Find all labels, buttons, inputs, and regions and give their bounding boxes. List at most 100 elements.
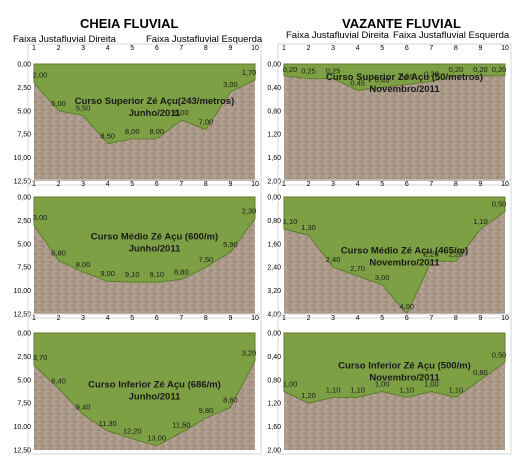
- c3-data-label: 9,10: [149, 270, 164, 279]
- c2-data-label: 0,20: [449, 65, 464, 74]
- c4-xtick: 10: [501, 181, 509, 188]
- c1-data-label: 5,50: [76, 103, 91, 112]
- c5-ytick: 12,50: [13, 448, 31, 455]
- c2-ytick: 0,80: [267, 108, 281, 115]
- c3-data-label: 2,30: [242, 207, 257, 216]
- c3-xtick: 6: [155, 181, 159, 188]
- c4-data-label: 0,50: [492, 200, 507, 209]
- c3-xtick: 3: [81, 181, 85, 188]
- c4-xtick: 2: [307, 181, 311, 188]
- c5-data-label: 13,00: [147, 434, 166, 443]
- c4-data-label: 4,00: [399, 302, 414, 311]
- c3-data-label: 5,90: [223, 240, 238, 249]
- c6-ytick: 2,00: [267, 448, 281, 455]
- c6-water-area: [283, 332, 506, 404]
- c5-ytick: 2,50: [17, 354, 31, 361]
- c5-xtick: 5: [130, 315, 134, 322]
- c3-ytick: 7,50: [17, 265, 31, 272]
- c5-data-label: 6,40: [51, 376, 66, 385]
- c4-xtick: 1: [282, 181, 286, 188]
- c4-title: Curso Médio Zé Açu (465/m): [341, 246, 468, 257]
- subhead-right-left-bank: Faixa Justafluvial Esquerda: [393, 30, 510, 41]
- c4-xtick: 5: [380, 181, 384, 188]
- c5-xtick: 7: [179, 315, 183, 322]
- c6-xtick: 5: [380, 315, 384, 322]
- c1-ytick: 2,50: [17, 85, 31, 92]
- c4-xtick: 6: [405, 181, 409, 188]
- c6-xtick: 7: [429, 315, 433, 322]
- c1-data-label: 5,00: [51, 99, 66, 108]
- c3-data-label: 6,80: [51, 249, 66, 258]
- c5-data-label: 9,80: [199, 406, 214, 415]
- c2-frame: [277, 43, 512, 186]
- c5-ytick: 5,00: [17, 377, 31, 384]
- c6-data-label: 1,00: [283, 380, 298, 389]
- c1-xtick: 9: [228, 45, 232, 52]
- c4-ytick: 0,00: [267, 195, 281, 202]
- c6-data-label: 1,20: [301, 391, 316, 400]
- c2-ytick: 2,00: [267, 179, 281, 186]
- c4-ytick: 2,40: [267, 265, 281, 272]
- subhead-left-right-bank: Faixa Justafluvial Direita: [13, 34, 116, 45]
- c5-data-label: 8,60: [223, 396, 238, 405]
- c3-data-label: 7,50: [199, 255, 214, 264]
- c1-xtick: 5: [130, 45, 134, 52]
- c4-ytick: 4,00: [267, 312, 281, 319]
- c1-xtick: 6: [155, 45, 159, 52]
- c5-xtick: 2: [57, 315, 61, 322]
- c3-data-label: 3,00: [33, 213, 48, 222]
- c3-xtick: 9: [228, 181, 232, 188]
- c1-ytick: 12,50: [13, 179, 31, 186]
- c5-title: Curso Inferior Zé Açu (686/m): [88, 380, 221, 391]
- c5-data-label: 3,20: [242, 349, 257, 358]
- c6-subtitle: Novembro/2011: [369, 373, 440, 384]
- c2-data-label: 0,40: [375, 75, 390, 84]
- c1-data-label: 8,00: [149, 127, 164, 136]
- c2-ytick: 1,20: [267, 132, 281, 139]
- c1-data-label: 8,50: [100, 132, 115, 141]
- c5-ytick: 7,50: [17, 401, 31, 408]
- c2-data-label: 0,25: [326, 67, 341, 76]
- c4-data-label: 1,10: [473, 217, 488, 226]
- c6-ytick: 0,40: [267, 354, 281, 361]
- c6-xtick: 10: [501, 315, 509, 322]
- c5-xtick: 1: [32, 315, 36, 322]
- c5-xtick: 9: [228, 315, 232, 322]
- c6-xtick: 1: [282, 315, 286, 322]
- c2-ytick: 0,40: [267, 85, 281, 92]
- c4-subtitle: Novembro/2011: [369, 258, 440, 269]
- c6-data-label: 1,10: [326, 385, 341, 394]
- c3-xtick: 10: [251, 181, 259, 188]
- c5-xtick: 3: [81, 315, 85, 322]
- c5-xtick: 10: [251, 315, 259, 322]
- c6-xtick: 9: [478, 315, 482, 322]
- c3-data-label: 9,10: [125, 270, 140, 279]
- c1-xtick: 7: [179, 45, 183, 52]
- c4-xtick: 9: [478, 181, 482, 188]
- c5-water-area: [33, 332, 256, 447]
- c4-data-label: 1,10: [283, 217, 298, 226]
- c1-title: Curso Superior Zé Açu(243/metros): [75, 96, 235, 107]
- c1-frame: [27, 43, 262, 186]
- c5-data-label: 11,30: [99, 419, 117, 428]
- c6-data-label: 1,10: [350, 385, 365, 394]
- c3-ytick: 10,00: [13, 288, 31, 295]
- c3-xtick: 2: [57, 181, 61, 188]
- c1-data-label: 6,00: [174, 108, 189, 117]
- c3-ytick: 12,50: [13, 312, 31, 319]
- c2-ytick: 1,60: [267, 155, 281, 162]
- c1-xtick: 10: [251, 45, 259, 52]
- c3-frame: [27, 179, 262, 319]
- c1-data-label: 7,00: [199, 118, 214, 127]
- c5-data-label: 3,70: [33, 353, 48, 362]
- c2-subtitle: Novembro/2011: [369, 84, 440, 95]
- c1-water-area: [33, 63, 256, 145]
- c3-xtick: 8: [204, 181, 208, 188]
- c2-data-label: 0,30: [424, 70, 439, 79]
- c3-data-label: 8,80: [174, 267, 189, 276]
- c2-data-label: 0,45: [350, 78, 365, 87]
- c2-xtick: 5: [380, 45, 384, 52]
- c4-ytick: 1,60: [267, 241, 281, 248]
- c5-xtick: 8: [204, 315, 208, 322]
- c3-title: Curso Médio Zé Açu (600/m): [91, 231, 218, 242]
